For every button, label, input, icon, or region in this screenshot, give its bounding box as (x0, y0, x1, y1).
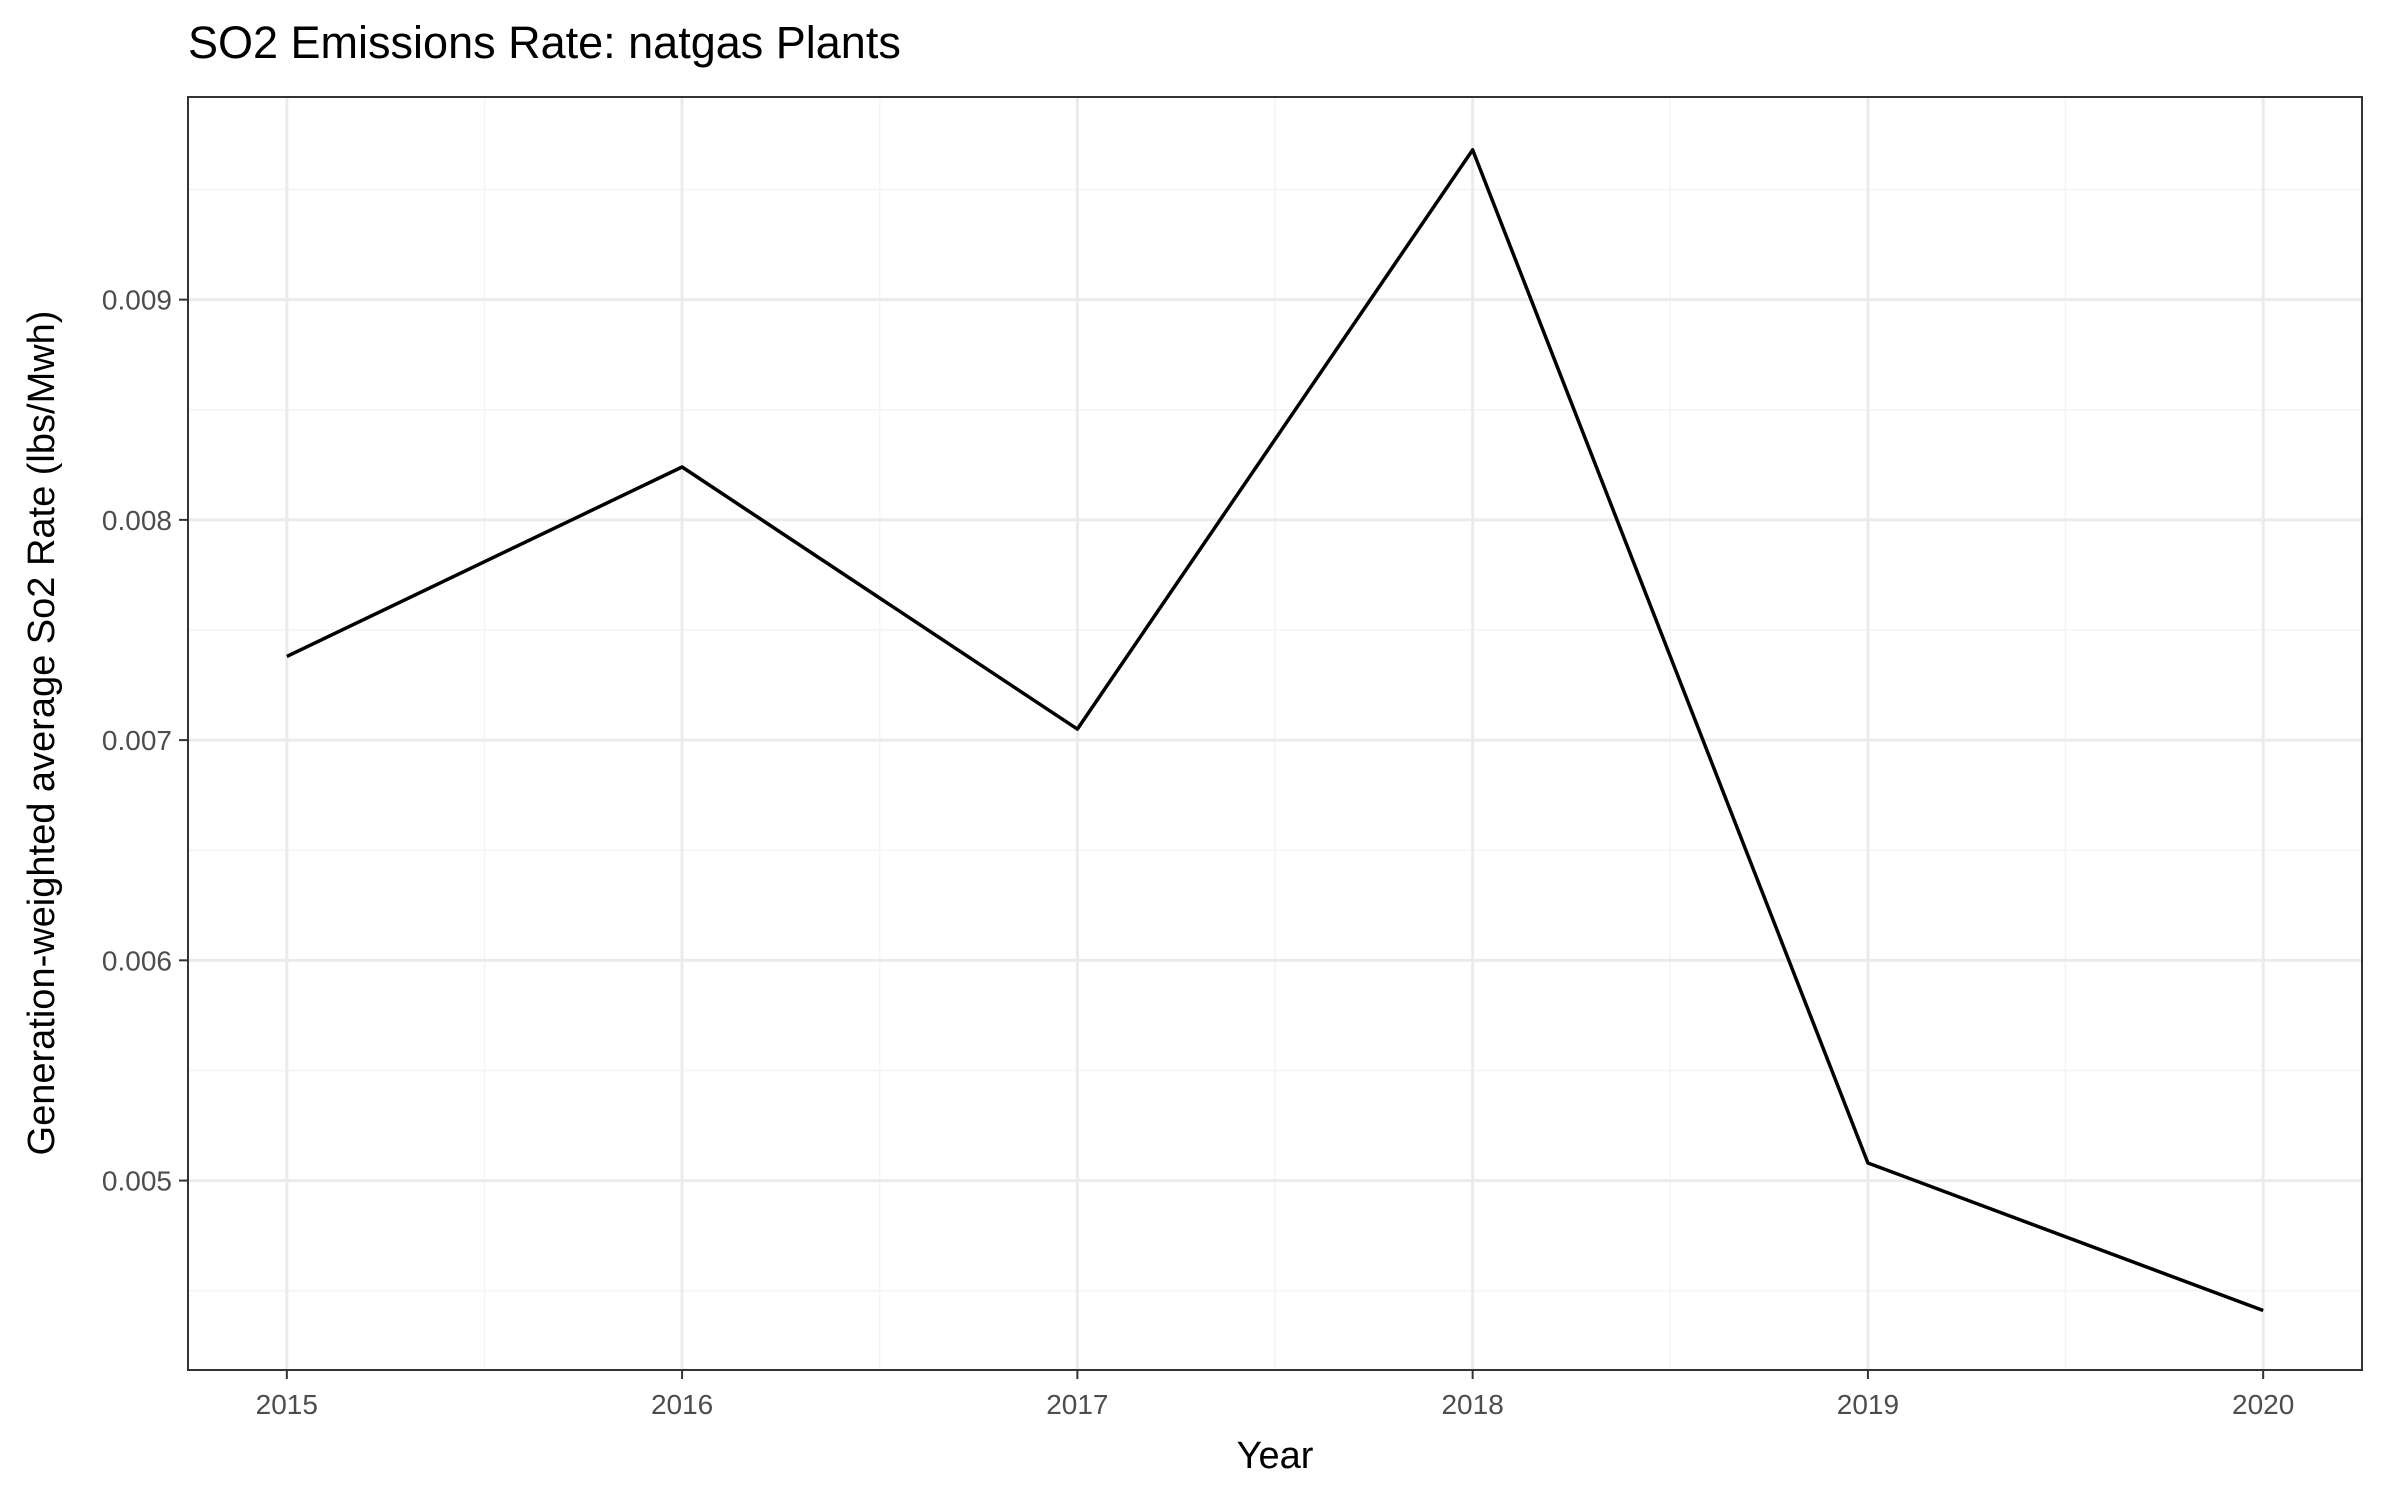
x-tick-label: 2016 (651, 1389, 713, 1420)
y-tick-label: 0.007 (102, 725, 172, 756)
plot-panel-border (187, 96, 2363, 1371)
y-tick-label: 0.006 (102, 945, 172, 976)
x-tick-label: 2018 (1441, 1389, 1503, 1420)
y-tick-label: 0.008 (102, 505, 172, 536)
series-line (286, 148, 2264, 1313)
x-tick-label: 2019 (1837, 1389, 1899, 1420)
series-layer (286, 148, 2264, 1313)
x-tick-label: 2017 (1046, 1389, 1108, 1420)
major-gridlines (188, 97, 2362, 1370)
x-axis-title: Year (1237, 1435, 1314, 1477)
chart-title: SO2 Emissions Rate: natgas Plants (188, 17, 901, 68)
x-axis: 2015 2016 2017 2018 2019 2020 (256, 1370, 2294, 1420)
y-tick-label: 0.005 (102, 1166, 172, 1197)
y-axis: 0.005 0.006 0.007 0.008 0.009 (102, 285, 188, 1197)
y-tick-label: 0.009 (102, 285, 172, 316)
minor-gridlines (188, 97, 2362, 1370)
y-axis-title: Generation-weighted average So2 Rate (lb… (21, 311, 63, 1156)
x-tick-label: 2020 (2232, 1389, 2294, 1420)
x-tick-label: 2015 (256, 1389, 318, 1420)
